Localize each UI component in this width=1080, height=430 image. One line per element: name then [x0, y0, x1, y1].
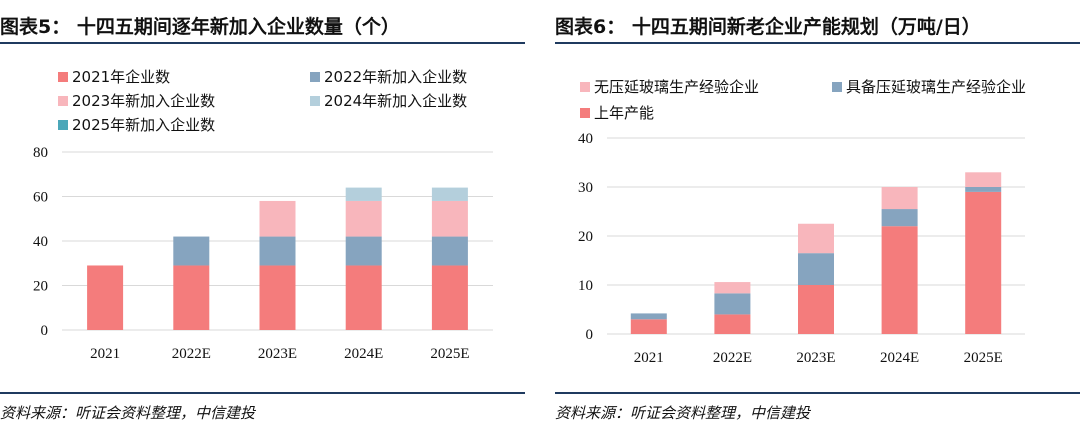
legend-label: 2023年新加入企业数 [72, 92, 215, 110]
bar-segment [965, 191, 1002, 334]
y-tick-label: 10 [578, 278, 593, 294]
y-tick-label: 20 [33, 279, 48, 295]
legend-label: 无压延玻璃生产经验企业 [594, 78, 759, 96]
y-tick-label: 0 [586, 327, 594, 343]
bar-segment [259, 265, 296, 330]
bar-segment [259, 200, 296, 237]
x-tick-label: 2022E [172, 346, 211, 362]
x-tick-label: 2024E [880, 350, 919, 366]
source-divider [555, 392, 1080, 394]
legend-label: 2025年新加入企业数 [72, 116, 215, 134]
bar-segment [630, 319, 667, 334]
y-tick-label: 40 [33, 234, 48, 250]
bar-segment [431, 236, 468, 266]
x-tick-label: 2024E [344, 346, 383, 362]
bar-segment [881, 209, 918, 227]
bar-segment [431, 200, 468, 237]
y-tick-label: 60 [33, 190, 48, 206]
bar-segment [965, 187, 1002, 192]
chart-panel-left: 图表5： 十四五期间逐年新加入企业数量（个） 2021年企业数 2022年新加入企… [0, 0, 525, 430]
x-tick-label: 2022E [713, 350, 752, 366]
bar-segment [881, 226, 918, 334]
y-tick-label: 40 [578, 131, 593, 147]
bar-segment [714, 314, 751, 334]
legend-swatch [310, 72, 320, 82]
bar-segment [881, 187, 918, 210]
y-tick-label: 20 [578, 229, 593, 245]
x-tick-label: 2023E [796, 350, 835, 366]
legend-label: 2024年新加入企业数 [324, 92, 467, 110]
bar-segment [345, 200, 382, 237]
chart-enterprise-count: 2021年企业数 2022年新加入企业数 2023年新加入企业数 2024年新加入企业… [33, 68, 493, 362]
legend-label: 具备压延玻璃生产经验企业 [846, 78, 1026, 96]
y-tick-label: 30 [578, 180, 593, 196]
bar-segment [259, 236, 296, 266]
legend-label: 2022年新加入企业数 [324, 68, 467, 86]
legend-swatch [58, 120, 68, 130]
x-tick-label: 2021 [634, 350, 664, 366]
title-divider [0, 42, 525, 44]
legend-swatch [580, 108, 590, 118]
bar-segment [431, 187, 468, 201]
bar-segment [87, 265, 124, 330]
bar-segment [345, 265, 382, 330]
y-tick-label: 0 [41, 323, 49, 339]
bar-segment [965, 172, 1002, 187]
bar-segment [798, 253, 834, 285]
bar-segment [798, 223, 834, 254]
y-tick-label: 80 [33, 145, 48, 161]
legend-swatch [580, 82, 590, 92]
x-tick-label: 2025E [964, 350, 1003, 366]
x-tick-label: 2025E [430, 346, 469, 362]
legend-swatch [310, 96, 320, 106]
bar-segment [630, 313, 667, 320]
x-tick-label: 2023E [258, 346, 297, 362]
source-divider [0, 392, 525, 394]
legend-label: 2021年企业数 [72, 68, 170, 86]
x-tick-label: 2021 [90, 346, 120, 362]
bar-segment [431, 265, 468, 330]
legend-swatch [832, 82, 842, 92]
chart-title: 图表5： 十四五期间逐年新加入企业数量（个） [0, 16, 400, 38]
chart-panel-right: 图表6： 十四五期间新老企业产能规划（万吨/日） 无压延玻璃生产经验企业 具备压延… [555, 0, 1080, 430]
bar-segment [345, 187, 382, 201]
bar-segment [798, 285, 834, 334]
bar-segment [714, 282, 751, 294]
bar-segment [714, 293, 751, 315]
source-note: 资料来源：听证会资料整理，中信建投 [555, 404, 811, 422]
title-divider [555, 42, 1080, 44]
legend-label: 上年产能 [594, 104, 654, 122]
legend-swatch [58, 72, 68, 82]
source-note: 资料来源：听证会资料整理，中信建投 [0, 404, 256, 422]
chart-title: 图表6： 十四五期间新老企业产能规划（万吨/日） [555, 16, 981, 38]
bar-segment [345, 236, 382, 266]
bar-segment [173, 236, 210, 266]
legend-swatch [58, 96, 68, 106]
bar-segment [173, 265, 210, 330]
